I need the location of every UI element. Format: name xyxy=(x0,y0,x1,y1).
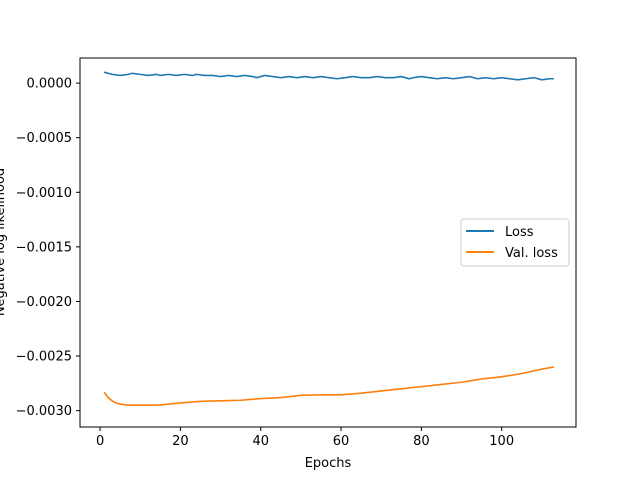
y-tick-label: −0.0010 xyxy=(16,186,72,201)
y-tick-label: −0.0015 xyxy=(16,240,72,255)
y-tick-label: −0.0020 xyxy=(16,295,72,310)
x-axis: 0 20 40 60 80 100 xyxy=(96,427,514,449)
x-tick-label: 40 xyxy=(252,434,269,449)
x-tick-label: 0 xyxy=(96,434,104,449)
legend-label-loss: Loss xyxy=(505,225,534,240)
y-tick-label: 0.0000 xyxy=(27,77,73,92)
axes-frame xyxy=(79,57,577,428)
y-axis: 0.0000 −0.0005 −0.0010 −0.0015 −0.0020 −0.002… xyxy=(16,77,80,419)
series-line-loss xyxy=(103,71,554,81)
y-axis-label: Negative log likelihood xyxy=(0,168,8,316)
series-line-val-loss xyxy=(103,366,555,406)
y-tick-label: −0.0005 xyxy=(16,131,72,146)
y-tick-label: −0.0025 xyxy=(16,350,72,365)
x-axis-label: Epochs xyxy=(305,456,352,471)
x-tick-label: 20 xyxy=(172,434,189,449)
x-tick-label: 60 xyxy=(333,434,350,449)
plot-area xyxy=(103,71,555,406)
x-tick-label: 100 xyxy=(489,434,514,449)
legend: Loss Val. loss xyxy=(460,218,570,267)
x-tick-label: 80 xyxy=(413,434,430,449)
y-tick-label: −0.0030 xyxy=(16,404,72,419)
legend-label-val-loss: Val. loss xyxy=(505,246,558,261)
